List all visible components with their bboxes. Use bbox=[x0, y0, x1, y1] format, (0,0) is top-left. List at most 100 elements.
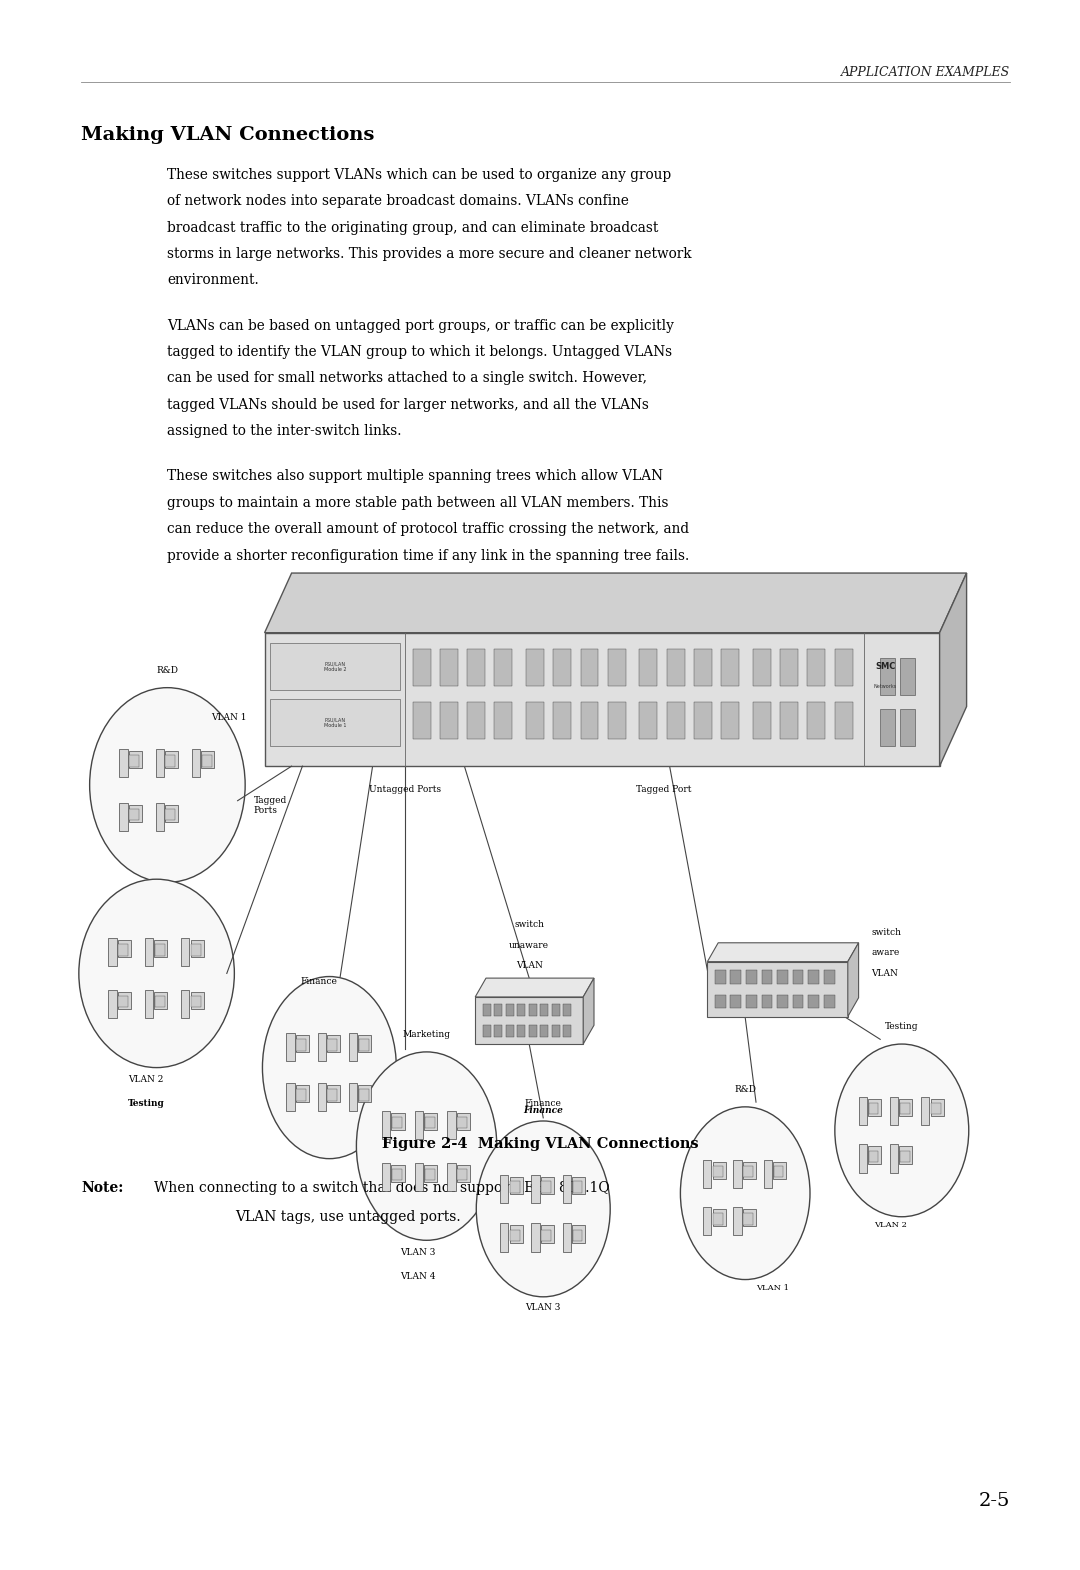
Bar bbox=[119, 945, 129, 956]
Bar bbox=[286, 1083, 295, 1112]
Bar bbox=[730, 970, 741, 983]
Bar bbox=[510, 1229, 519, 1240]
Bar bbox=[526, 702, 544, 739]
Bar bbox=[563, 1174, 571, 1203]
Bar bbox=[145, 991, 153, 1019]
Bar bbox=[900, 1099, 913, 1116]
Bar bbox=[931, 1104, 941, 1115]
Bar bbox=[824, 995, 835, 1008]
Polygon shape bbox=[265, 573, 967, 633]
Bar bbox=[108, 991, 117, 1019]
Bar bbox=[119, 802, 127, 831]
Polygon shape bbox=[475, 978, 594, 997]
Bar bbox=[529, 1005, 537, 1016]
Bar bbox=[327, 1039, 337, 1050]
Text: Note:: Note: bbox=[81, 1181, 123, 1195]
Bar bbox=[318, 1083, 326, 1112]
Bar bbox=[868, 1104, 878, 1115]
Text: aware: aware bbox=[872, 948, 900, 958]
Bar bbox=[130, 809, 139, 820]
Bar bbox=[129, 804, 141, 821]
Bar bbox=[721, 648, 739, 686]
Text: Tagged
Ports: Tagged Ports bbox=[254, 796, 287, 815]
Bar bbox=[733, 1160, 742, 1188]
Text: APPLICATION EXAMPLES: APPLICATION EXAMPLES bbox=[840, 66, 1010, 78]
Text: VLAN 2: VLAN 2 bbox=[129, 1075, 163, 1085]
Bar bbox=[900, 1151, 909, 1162]
Bar bbox=[457, 1165, 470, 1182]
Text: can be used for small networks attached to a single switch. However,: can be used for small networks attached … bbox=[167, 372, 647, 386]
Text: VLANs can be based on untagged port groups, or traffic can be explicitly: VLANs can be based on untagged port grou… bbox=[167, 319, 674, 333]
Bar bbox=[581, 648, 598, 686]
Bar bbox=[392, 1170, 402, 1181]
Bar bbox=[349, 1033, 357, 1061]
Bar bbox=[900, 658, 915, 696]
Text: Untagged Ports: Untagged Ports bbox=[369, 785, 441, 794]
Bar bbox=[391, 1165, 405, 1182]
Bar bbox=[424, 1170, 434, 1181]
Bar bbox=[835, 702, 852, 739]
Text: tagged VLANs should be used for larger networks, and all the VLANs: tagged VLANs should be used for larger n… bbox=[167, 397, 649, 411]
Bar bbox=[808, 702, 825, 739]
Bar bbox=[500, 1174, 509, 1203]
Bar bbox=[793, 970, 804, 983]
Bar bbox=[424, 1118, 434, 1129]
Text: PSU/LAN
Module 2: PSU/LAN Module 2 bbox=[324, 661, 346, 672]
Bar bbox=[730, 995, 741, 1008]
Bar bbox=[382, 1112, 390, 1140]
Bar bbox=[500, 1223, 509, 1251]
Bar bbox=[713, 1209, 726, 1226]
Bar bbox=[572, 1225, 585, 1243]
Bar bbox=[733, 1207, 742, 1236]
Bar bbox=[447, 1162, 456, 1192]
Bar bbox=[505, 1005, 514, 1016]
Bar bbox=[391, 1113, 405, 1130]
Text: R&D: R&D bbox=[157, 666, 178, 675]
Bar bbox=[359, 1039, 368, 1050]
Bar bbox=[327, 1085, 340, 1102]
Bar bbox=[190, 940, 203, 958]
Bar bbox=[424, 1113, 437, 1130]
Text: Testing: Testing bbox=[127, 1099, 164, 1108]
Bar bbox=[824, 970, 835, 983]
Bar bbox=[286, 1033, 295, 1061]
Bar bbox=[531, 1174, 540, 1203]
Text: of network nodes into separate broadcast domains. VLANs confine: of network nodes into separate broadcast… bbox=[167, 195, 630, 209]
Bar bbox=[495, 1025, 502, 1038]
Bar bbox=[743, 1209, 756, 1226]
Bar bbox=[495, 1005, 502, 1016]
Ellipse shape bbox=[262, 977, 396, 1159]
Bar bbox=[505, 1025, 514, 1038]
Bar bbox=[156, 749, 164, 777]
Bar bbox=[192, 749, 200, 777]
Bar bbox=[154, 997, 164, 1008]
Bar bbox=[778, 995, 788, 1008]
Bar bbox=[541, 1229, 551, 1240]
Bar bbox=[475, 997, 583, 1044]
Bar bbox=[552, 1005, 559, 1016]
Text: tagged to identify the VLAN group to which it belongs. Untagged VLANs: tagged to identify the VLAN group to whi… bbox=[167, 345, 673, 360]
Bar bbox=[890, 1145, 899, 1173]
Bar bbox=[270, 644, 400, 691]
Bar bbox=[327, 1090, 337, 1101]
Bar bbox=[713, 1214, 723, 1225]
Bar bbox=[694, 702, 712, 739]
Bar bbox=[154, 992, 167, 1010]
Text: Marketing: Marketing bbox=[403, 1030, 450, 1039]
Ellipse shape bbox=[680, 1107, 810, 1280]
Bar bbox=[540, 1025, 549, 1038]
Text: VLAN: VLAN bbox=[516, 961, 542, 970]
Text: Figure 2-4  Making VLAN Connections: Figure 2-4 Making VLAN Connections bbox=[381, 1137, 699, 1151]
Bar bbox=[780, 702, 798, 739]
Text: Tagged Port: Tagged Port bbox=[636, 785, 692, 794]
Bar bbox=[780, 648, 798, 686]
Bar bbox=[761, 970, 772, 983]
Bar bbox=[666, 648, 685, 686]
Bar bbox=[118, 940, 131, 958]
Bar bbox=[440, 702, 458, 739]
Bar bbox=[581, 702, 598, 739]
Bar bbox=[190, 992, 203, 1010]
Bar bbox=[639, 648, 658, 686]
Text: switch: switch bbox=[872, 928, 902, 937]
Text: Testing: Testing bbox=[885, 1022, 919, 1031]
